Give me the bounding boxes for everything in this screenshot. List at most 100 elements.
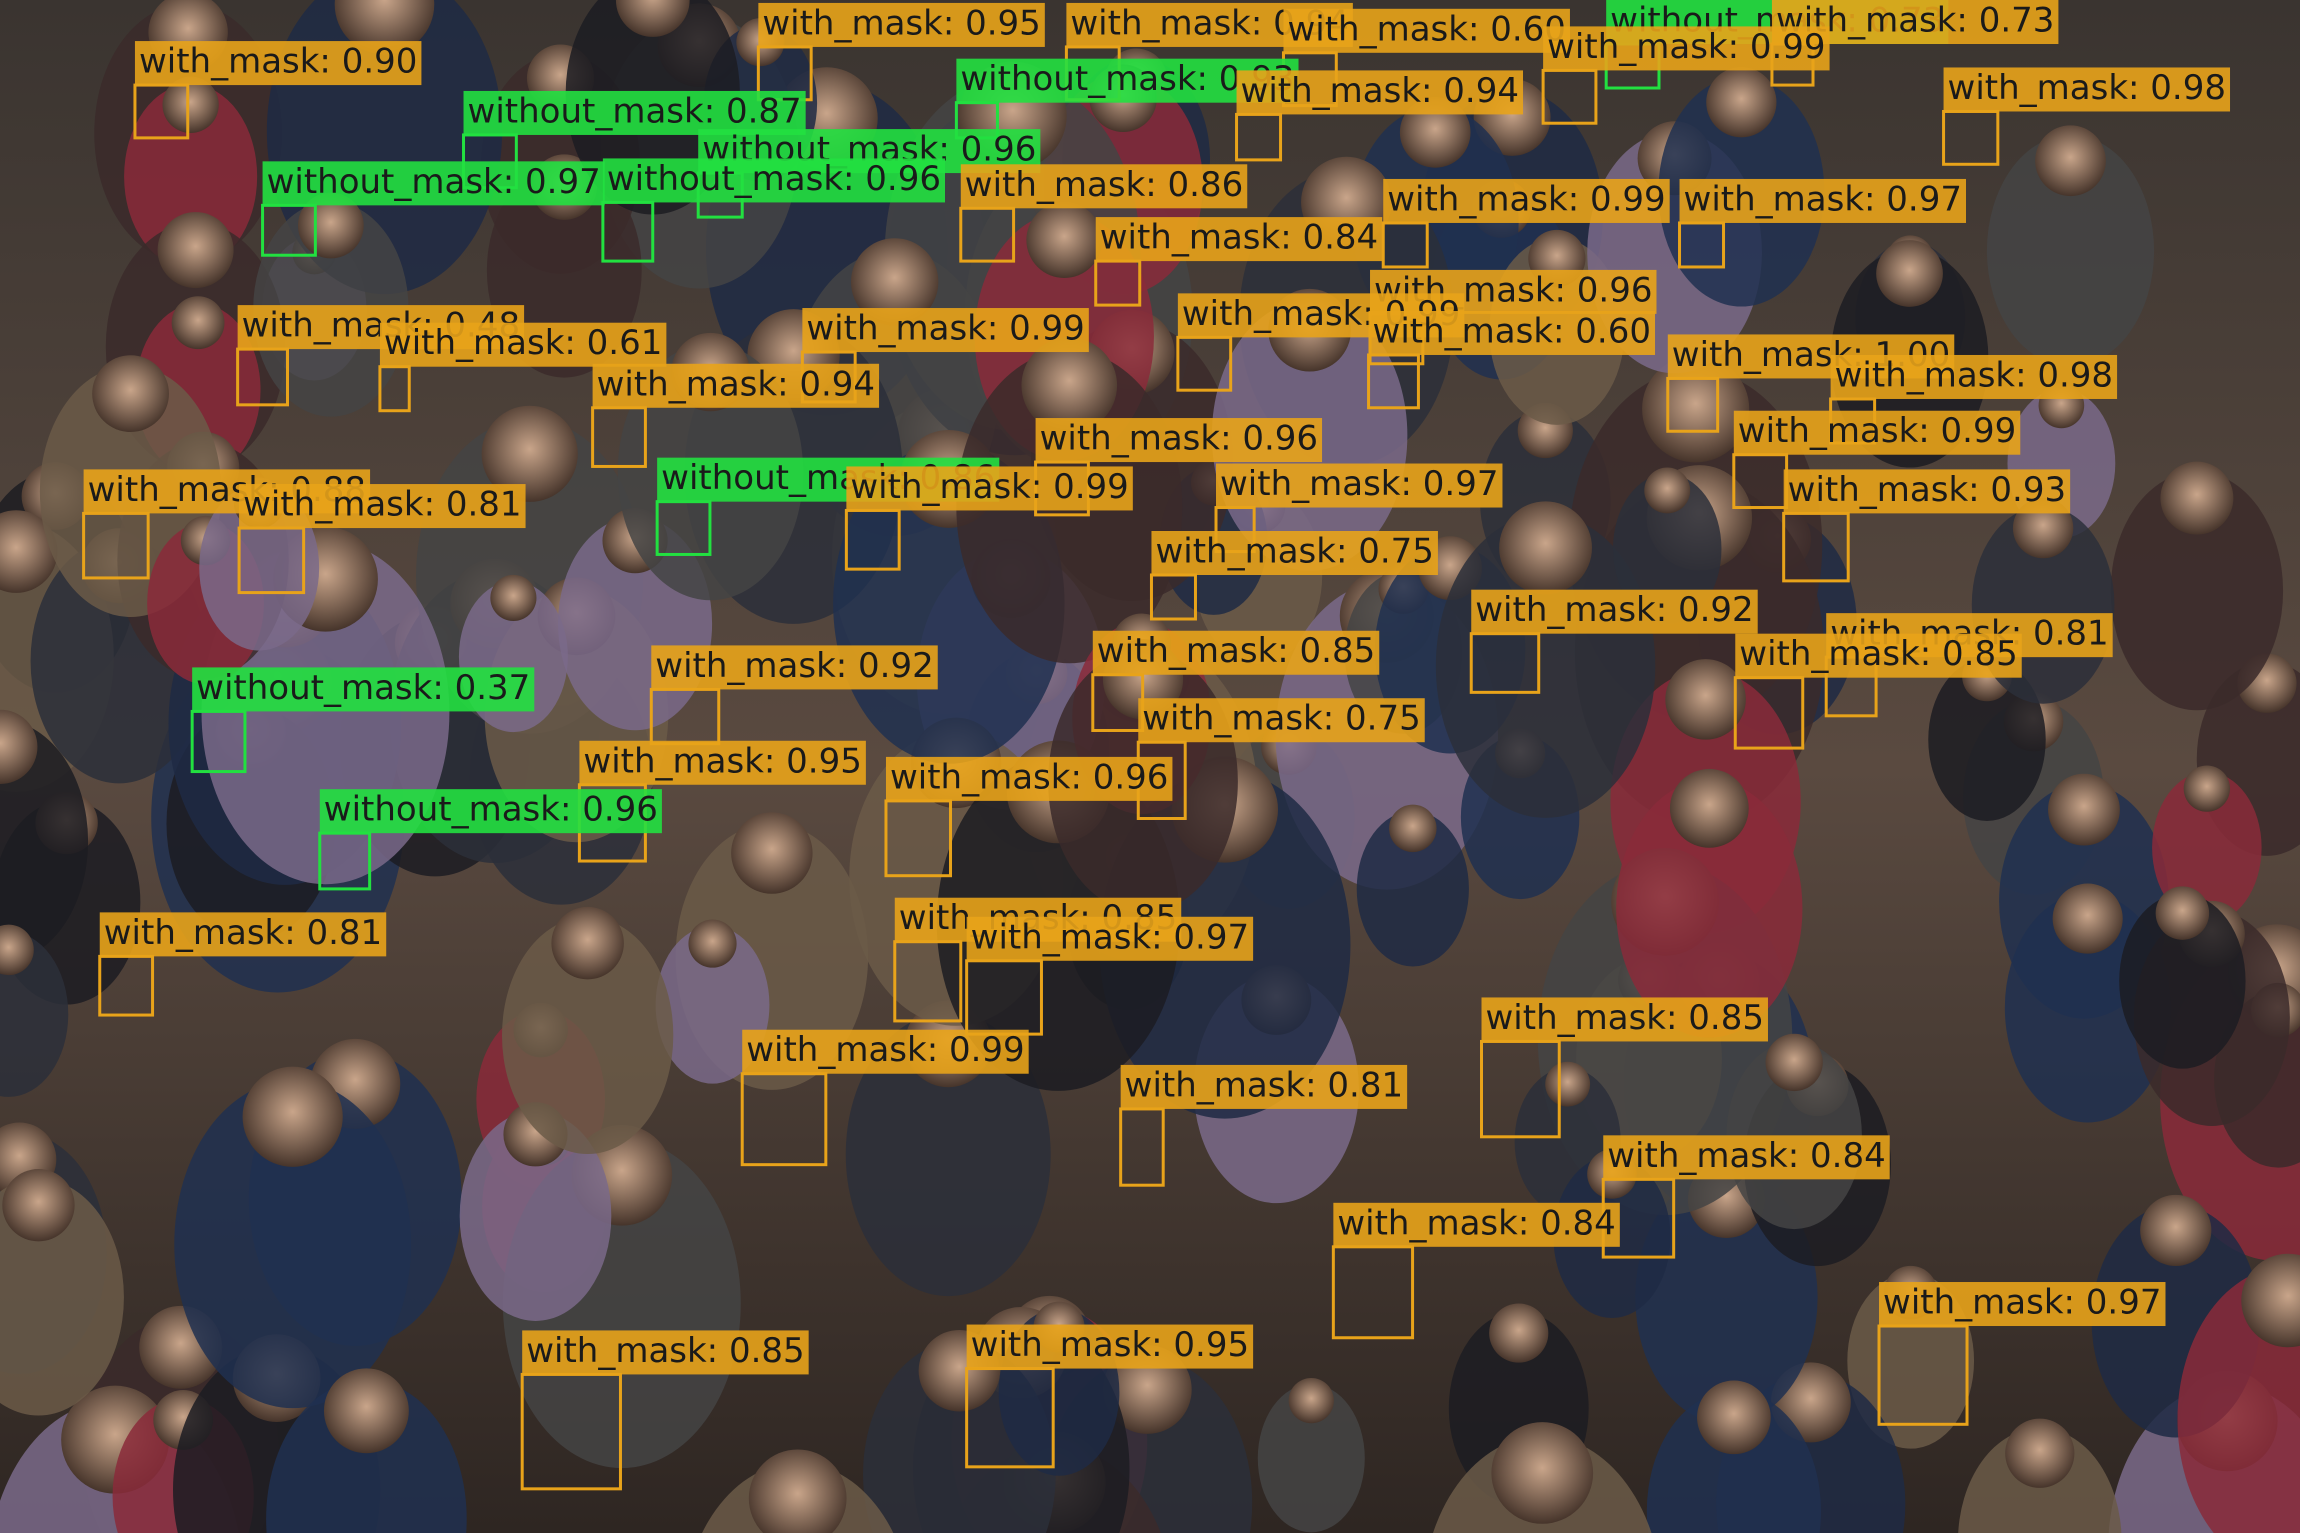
label-background bbox=[1368, 310, 1656, 355]
person-head bbox=[323, 1368, 409, 1454]
person-head bbox=[2183, 765, 2231, 812]
person-body bbox=[1257, 1384, 1365, 1533]
label-background bbox=[1679, 178, 1966, 223]
person-head bbox=[1499, 501, 1592, 595]
label-background bbox=[885, 756, 1173, 801]
person-head bbox=[615, 0, 690, 37]
label-background bbox=[379, 322, 667, 367]
label-background bbox=[1481, 997, 1768, 1042]
person-body bbox=[501, 916, 674, 1154]
detection-label: with_mask: 0.97 bbox=[971, 917, 1249, 957]
label-background bbox=[1543, 26, 1830, 71]
detections: with_mask: 0.90 with_mask: 0.95 with_mask:… bbox=[82, 0, 2231, 1491]
detection-label: with_mask: 0.99 bbox=[1738, 411, 2016, 451]
label-background bbox=[579, 740, 866, 785]
detection-label: with_mask: 0.85 bbox=[1097, 631, 1375, 671]
person-head bbox=[1399, 97, 1471, 168]
person-body bbox=[2152, 771, 2262, 924]
detection-label: with_mask: 0.84 bbox=[1607, 1136, 1885, 1176]
detection-label: with_mask: 0.99 bbox=[746, 1030, 1024, 1070]
person-head bbox=[2048, 773, 2120, 846]
label-background bbox=[742, 1029, 1029, 1074]
label-background bbox=[651, 645, 938, 690]
person-body bbox=[1612, 473, 1722, 625]
person-head bbox=[1491, 1422, 1594, 1524]
label-background bbox=[1733, 410, 2021, 455]
detection-label: with_mask: 0.97 bbox=[1684, 179, 1962, 219]
person-head bbox=[850, 238, 939, 326]
label-background bbox=[1471, 589, 1758, 634]
person-head bbox=[2241, 1253, 2300, 1348]
person-head bbox=[1545, 1061, 1591, 1107]
detection-label: with_mask: 0.98 bbox=[1835, 355, 2113, 395]
person-body bbox=[2110, 471, 2284, 711]
label-background bbox=[463, 90, 806, 135]
label-background bbox=[1879, 1282, 2166, 1327]
label-background bbox=[966, 916, 1254, 961]
detection-box bbox=[1942, 109, 2000, 166]
person-head bbox=[1669, 768, 1749, 848]
label-background bbox=[1138, 698, 1425, 743]
detection-label: with_mask: 0.92 bbox=[1475, 590, 1753, 630]
person-head bbox=[490, 574, 537, 621]
label-background bbox=[134, 41, 422, 86]
detection-box bbox=[261, 203, 317, 257]
detection-box bbox=[378, 365, 411, 413]
label-background bbox=[1943, 67, 2231, 112]
person-head bbox=[481, 405, 578, 502]
label-background bbox=[319, 789, 662, 834]
detection-label: with_mask: 0.94 bbox=[597, 364, 875, 404]
detection-label: with_mask: 0.96 bbox=[890, 757, 1168, 797]
person-body bbox=[0, 719, 89, 963]
detection-label: with_mask: 0.75 bbox=[1155, 531, 1433, 571]
person-body bbox=[655, 926, 770, 1084]
label-background bbox=[1120, 1064, 1408, 1109]
person-head bbox=[2155, 886, 2210, 940]
detection-label: with_mask: 0.99 bbox=[806, 309, 1084, 349]
detection-label: with_mask: 0.60 bbox=[1373, 311, 1651, 351]
person-head bbox=[1026, 202, 1103, 278]
person-body bbox=[124, 84, 258, 269]
label-background bbox=[1383, 178, 1670, 223]
person-head bbox=[688, 919, 737, 968]
detection-box bbox=[1541, 68, 1598, 125]
person-head bbox=[1765, 1033, 1823, 1092]
person-body bbox=[459, 1110, 612, 1321]
person-head bbox=[0, 510, 58, 593]
person-head bbox=[1489, 1303, 1549, 1363]
person-body bbox=[845, 1012, 1051, 1297]
label-background bbox=[960, 164, 1248, 209]
person-head bbox=[1288, 1377, 1334, 1424]
person-body bbox=[266, 1379, 467, 1533]
label-background bbox=[1095, 217, 1383, 262]
detection-label: with_mask: 0.85 bbox=[1486, 998, 1764, 1038]
person-head bbox=[334, 0, 435, 55]
person-head bbox=[1706, 67, 1777, 138]
label-background bbox=[99, 912, 387, 957]
label-background bbox=[1283, 8, 1570, 53]
detection-label: with_mask: 0.95 bbox=[762, 3, 1040, 43]
person-head bbox=[551, 906, 624, 980]
detection-box bbox=[844, 508, 901, 571]
person-body bbox=[1356, 811, 1469, 967]
person-body bbox=[1928, 658, 2046, 821]
person-head bbox=[731, 812, 813, 894]
detection-label: with_mask: 0.97 bbox=[1220, 464, 1498, 504]
label-background bbox=[192, 667, 535, 712]
person-head bbox=[162, 76, 219, 133]
detection-label: with_mask: 0.84 bbox=[1100, 218, 1378, 258]
person-body bbox=[2119, 893, 2246, 1069]
detection-label: without_mask: 0.96 bbox=[324, 790, 658, 830]
person-head bbox=[2052, 883, 2123, 954]
detection-label: with_mask: 0.85 bbox=[1739, 634, 2017, 674]
person-body bbox=[1646, 1390, 1821, 1533]
detection-label: with_mask: 0.92 bbox=[655, 646, 933, 686]
person-head bbox=[1389, 804, 1437, 853]
detection-label: with_mask: 0.98 bbox=[1948, 68, 2226, 108]
person-head bbox=[2160, 461, 2234, 535]
person-head bbox=[157, 212, 234, 289]
detection-label: with_mask: 0.75 bbox=[1142, 699, 1420, 739]
label-background bbox=[262, 161, 605, 206]
detection-label: with_mask: 0.81 bbox=[104, 913, 382, 953]
